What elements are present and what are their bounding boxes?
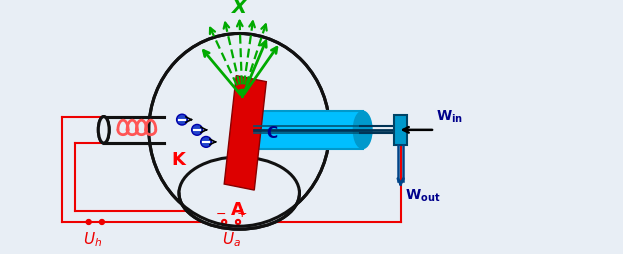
- FancyBboxPatch shape: [249, 112, 363, 149]
- Text: C: C: [267, 125, 277, 140]
- Circle shape: [192, 125, 202, 136]
- Ellipse shape: [98, 117, 109, 144]
- Text: $+$: $+$: [236, 206, 247, 219]
- Text: $U_h$: $U_h$: [83, 230, 102, 248]
- Text: $\mathbf{W_{out}}$: $\mathbf{W_{out}}$: [406, 187, 441, 203]
- Text: A: A: [231, 200, 245, 218]
- Ellipse shape: [156, 42, 322, 219]
- Ellipse shape: [98, 117, 109, 144]
- Text: $\mathbf{W_{in}}$: $\mathbf{W_{in}}$: [436, 108, 464, 124]
- Ellipse shape: [353, 112, 372, 149]
- Ellipse shape: [149, 34, 330, 226]
- Text: $U_a$: $U_a$: [222, 230, 240, 248]
- Text: $-$: $-$: [215, 206, 226, 219]
- Polygon shape: [224, 76, 267, 190]
- Ellipse shape: [179, 157, 300, 229]
- Circle shape: [201, 137, 212, 148]
- FancyBboxPatch shape: [394, 116, 407, 145]
- Circle shape: [176, 115, 188, 125]
- Text: K: K: [172, 150, 186, 168]
- Text: X: X: [232, 0, 247, 17]
- FancyBboxPatch shape: [149, 117, 179, 144]
